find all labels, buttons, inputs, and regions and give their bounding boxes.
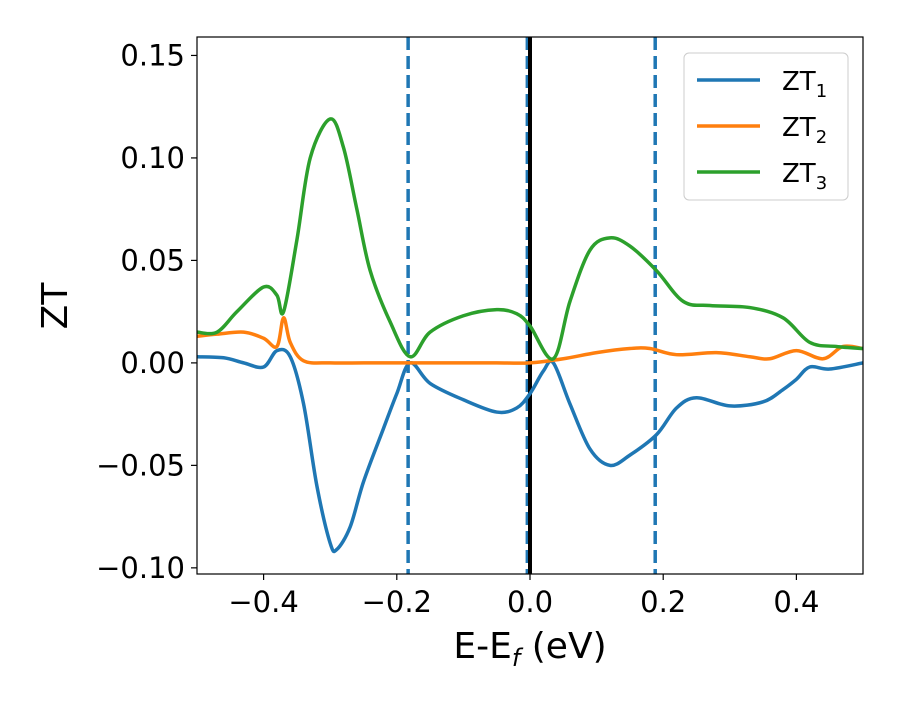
- legend-frame: [683, 52, 849, 201]
- x-tick-label: 0.4: [773, 585, 819, 619]
- y-tick-label: −0.05: [96, 448, 185, 482]
- y-tick-label: 0.15: [120, 38, 185, 72]
- legend-label-zt3: ZT3: [782, 159, 827, 194]
- legend-label-zt2: ZT2: [782, 113, 827, 148]
- y-tick-label: 0.05: [120, 243, 185, 277]
- y-axis-title: ZT: [35, 282, 76, 330]
- x-tick-label: 0.2: [640, 585, 686, 619]
- series-line-zt1: [197, 347, 863, 554]
- x-axis-title-unit: (eV): [520, 626, 606, 667]
- x-tick-label: −0.4: [228, 585, 298, 619]
- legend-label-zt1: ZT1: [782, 67, 827, 102]
- series-line-zt3: [197, 117, 863, 361]
- y-tick-label: 0.00: [120, 346, 185, 380]
- series-line-zt2: [197, 316, 863, 365]
- x-tick-label: −0.2: [362, 585, 432, 619]
- x-axis-title: E-Ef (eV): [453, 626, 606, 672]
- x-tick-label: 0.0: [507, 585, 553, 619]
- y-tick-label: −0.10: [96, 551, 185, 585]
- y-tick-label: 0.10: [120, 141, 185, 175]
- legend: ZT1 ZT2 ZT3: [683, 52, 849, 201]
